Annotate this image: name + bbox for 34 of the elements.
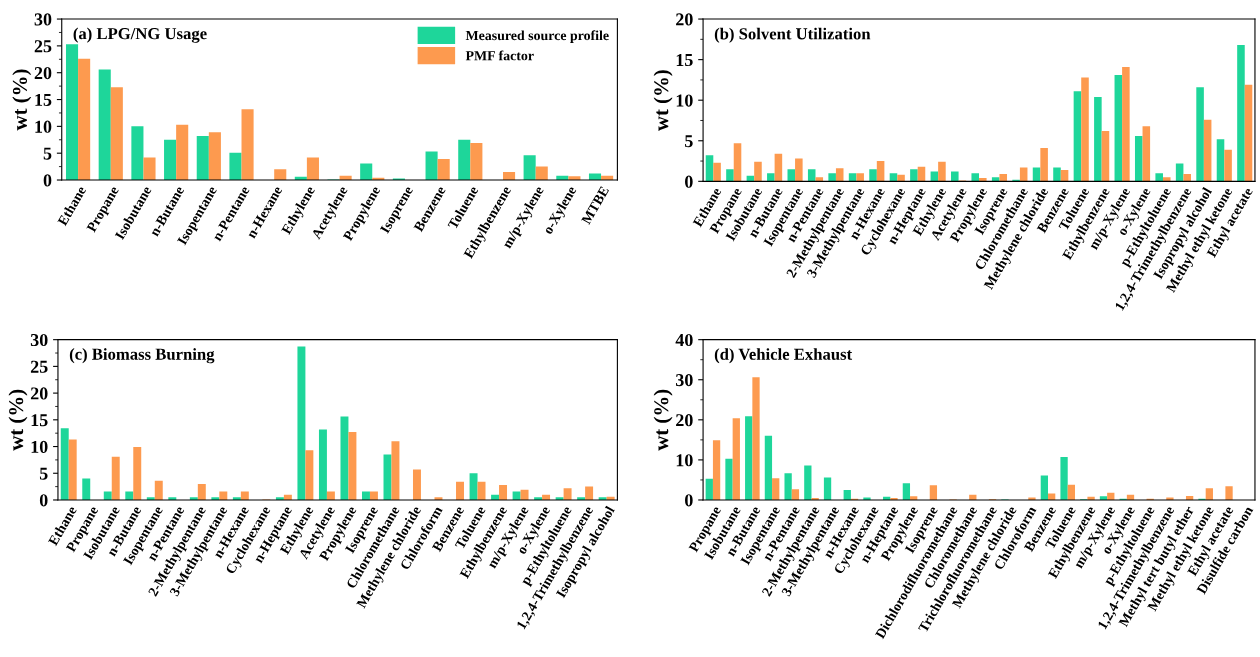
y-axis-title: wt (%) <box>8 389 28 451</box>
y-tick-label: 0 <box>685 175 693 188</box>
y-tick-label: 10 <box>676 94 693 107</box>
y-tick-label: 5 <box>39 467 48 480</box>
y-tick-label: 5 <box>43 147 52 160</box>
chart-title: (c) Biomass Burning <box>69 348 215 364</box>
y-tick-label: 0 <box>685 494 693 507</box>
y-tick-label: 30 <box>34 13 52 26</box>
y-tick-label: 20 <box>30 387 48 400</box>
y-tick-label: 0 <box>43 174 52 187</box>
chart-title: (a) LPG/NG Usage <box>73 27 207 43</box>
y-tick-label: 30 <box>675 374 693 387</box>
y-axis-title: wt (%) <box>12 69 32 131</box>
y-axis-title: wt (%) <box>653 389 673 451</box>
y-tick-label: 10 <box>31 440 48 453</box>
y-tick-label: 5 <box>685 135 693 148</box>
y-tick-label: 0 <box>39 494 48 507</box>
y-tick-label: 25 <box>30 360 48 373</box>
y-tick-label: 30 <box>30 333 48 347</box>
legend-label: Measured source profile <box>465 30 609 43</box>
legend-label: PMF factor <box>465 50 534 61</box>
y-tick-label: 20 <box>676 414 693 427</box>
y-tick-label: 15 <box>35 93 52 106</box>
y-tick-label: 15 <box>676 53 693 67</box>
y-tick-label: 25 <box>34 40 52 53</box>
y-tick-label: 40 <box>675 333 693 347</box>
y-tick-label: 10 <box>676 454 693 467</box>
y-tick-label: 15 <box>31 414 48 427</box>
y-tick-label: 20 <box>676 13 693 26</box>
y-axis-title: wt (%) <box>653 70 673 132</box>
y-tick-label: 20 <box>34 66 52 80</box>
y-tick-label: 10 <box>35 120 52 133</box>
chart-title: (b) Solvent Utilization <box>714 27 871 43</box>
chart-title: (d) Vehicle Exhaust <box>714 348 853 364</box>
